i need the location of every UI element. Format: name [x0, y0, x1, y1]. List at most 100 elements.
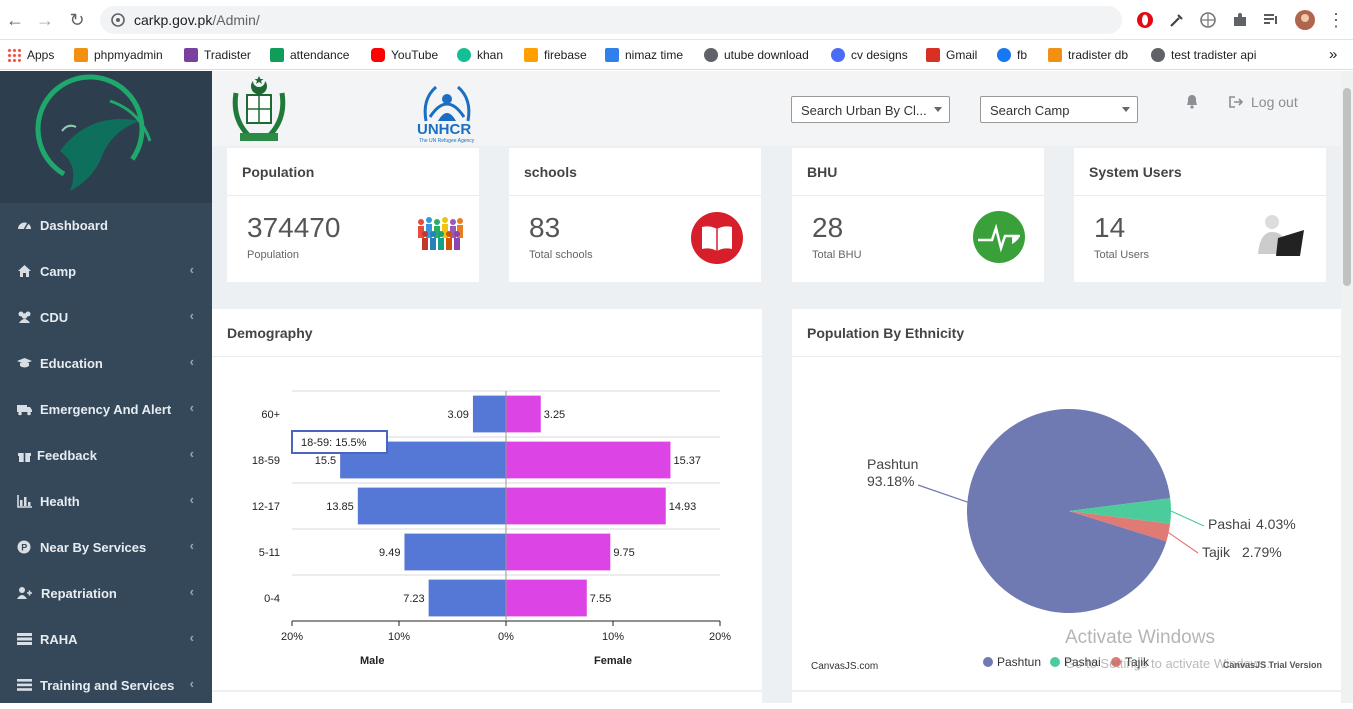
card-title: BHU: [807, 164, 838, 180]
bookmark-apps[interactable]: Apps: [7, 46, 54, 64]
phpmyadmin-icon: [74, 48, 88, 62]
female-axis-title: Female: [594, 655, 632, 667]
ambulance-icon: [17, 405, 32, 416]
bookmark-cv-designs[interactable]: cv designs: [831, 46, 908, 64]
x-tick-label: 10%: [388, 631, 410, 643]
bookmark-label: test tradister api: [1171, 48, 1257, 62]
male-bar: [472, 395, 506, 433]
bookmark-phpmyadmin[interactable]: phpmyadmin: [74, 46, 163, 64]
legend-label: Pashtun: [997, 655, 1041, 669]
chevron-left-icon: ‹: [189, 676, 194, 691]
address-bar[interactable]: carkp.gov.pk/Admin/: [100, 6, 1122, 34]
eyedropper-extension-icon[interactable]: [1168, 11, 1186, 29]
bookmark-utube-download[interactable]: utube download: [704, 46, 809, 64]
bookmark-tradister-db[interactable]: tradister db: [1048, 46, 1128, 64]
sidebar-item-repatriation[interactable]: Repatriation ‹: [0, 571, 212, 617]
bookmark-khan[interactable]: khan: [457, 46, 503, 64]
sidebar-item-emergency-and-alert[interactable]: Emergency And Alert ‹: [0, 387, 212, 433]
sidebar-logo[interactable]: [0, 71, 212, 203]
list-icon: [17, 679, 32, 691]
legend-label: Pashai: [1064, 655, 1101, 669]
bookmark-youtube[interactable]: YouTube: [371, 46, 438, 64]
logout-button[interactable]: Log out: [1229, 94, 1298, 110]
tooltip-box: [291, 430, 388, 454]
system-users-card[interactable]: System Users 14 Total Users: [1074, 148, 1326, 282]
url-text: carkp.gov.pk/Admin/: [134, 12, 260, 28]
back-arrow-icon[interactable]: ←: [6, 10, 24, 30]
chevron-left-icon: ‹: [189, 262, 194, 277]
heartbeat-icon: [973, 211, 1025, 263]
pie-label-name: Pashtun: [867, 456, 918, 472]
media-control-icon[interactable]: [1262, 11, 1280, 29]
card-divider: [509, 195, 761, 196]
category-label: 18-59: [252, 455, 280, 467]
bookmark-gmail[interactable]: Gmail: [926, 46, 977, 64]
male-bar: [428, 579, 506, 617]
female-bar: [506, 533, 611, 571]
panel-title: Demography: [227, 325, 313, 341]
user-computer-icon: [1258, 215, 1304, 256]
schools-card[interactable]: schools 83 Total schools: [509, 148, 761, 282]
sidebar-item-label: Near By Services: [40, 540, 147, 555]
reload-icon[interactable]: ↻: [69, 10, 85, 30]
browser-menu-icon[interactable]: ⋮: [1327, 10, 1345, 30]
bookmark-label: khan: [477, 48, 504, 62]
population-card[interactable]: Population 374470 Population: [227, 148, 479, 282]
bell-icon[interactable]: [1185, 93, 1199, 109]
sidebar-item-raha[interactable]: RAHA ‹: [0, 617, 212, 663]
bookmark-label: tradister db: [1068, 48, 1129, 62]
users-icon: [18, 311, 31, 323]
bookmark-fb[interactable]: fb: [997, 46, 1027, 64]
sidebar-item-dashboard[interactable]: Dashboard: [0, 203, 212, 249]
bookmark-attendance[interactable]: attendance: [270, 46, 349, 64]
bookmark-label: utube download: [724, 48, 809, 62]
sidebar-item-near-by-services[interactable]: P Near By Services ‹: [0, 525, 212, 571]
profile-avatar[interactable]: [1294, 9, 1316, 31]
forward-arrow-icon[interactable]: →: [36, 10, 54, 30]
category-label: 5-11: [259, 547, 280, 559]
puzzle-extensions-icon[interactable]: [1231, 11, 1249, 29]
sidebar-item-label: Training and Services: [40, 678, 175, 693]
category-label: 0-4: [264, 593, 280, 605]
globe-extension-icon[interactable]: [1199, 11, 1217, 29]
sidebar-item-label: Repatriation: [41, 586, 117, 601]
chevron-left-icon: ‹: [189, 400, 194, 415]
more-bookmarks-button[interactable]: »: [1329, 46, 1338, 63]
bar-chart-icon: [17, 495, 32, 508]
male-value-label: 7.23: [403, 593, 424, 605]
sidebar-item-education[interactable]: Education ‹: [0, 341, 212, 387]
bhu-card[interactable]: BHU 28 Total BHU: [792, 148, 1044, 282]
card-divider: [1074, 195, 1326, 196]
chevron-left-icon: ‹: [189, 354, 194, 369]
scrollbar-thumb[interactable]: [1343, 88, 1351, 286]
card-divider: [227, 195, 479, 196]
bookmark-test-tradister-api[interactable]: test tradister api: [1151, 46, 1256, 64]
sidebar-item-training-and-services[interactable]: Training and Services ‹: [0, 663, 212, 709]
x-tick-label: 20%: [709, 631, 731, 643]
bookmark-firebase[interactable]: firebase: [524, 46, 587, 64]
nimaz-icon: [605, 48, 619, 62]
unhcr-subtitle: The UN Refugee Agency: [419, 138, 475, 144]
sidebar-item-feedback[interactable]: Feedback ‹: [0, 433, 212, 479]
demography-chart[interactable]: 3.09 3.25 60+ 15.5 15.37 18-59 13.85 14.93 12-17…: [212, 357, 762, 690]
sidebar-item-cdu[interactable]: CDU ‹: [0, 295, 212, 341]
bookmark-nimaz-time[interactable]: nimaz time: [605, 46, 683, 64]
unhcr-logo-icon: [423, 85, 471, 122]
search-camp-select[interactable]: Search Camp: [980, 96, 1138, 123]
stat-value: 83: [529, 212, 561, 243]
sidebar-item-health[interactable]: Health ‹: [0, 479, 212, 525]
tradister-icon: [184, 48, 198, 62]
panel-divider: [212, 356, 762, 357]
search-urban-value: Search Urban By Cl...: [801, 103, 927, 118]
search-urban-select[interactable]: Search Urban By Cl...: [791, 96, 950, 123]
sidebar-item-camp[interactable]: Camp ‹: [0, 249, 212, 295]
page-scrollbar[interactable]: [1341, 71, 1353, 703]
site-info-icon[interactable]: [111, 13, 125, 27]
pie-slice-tajik: [1069, 511, 1171, 542]
bookmark-label: Apps: [27, 48, 55, 62]
phpmyadmin-icon: [1048, 48, 1062, 62]
opera-extension-icon[interactable]: [1136, 11, 1154, 29]
bookmark-tradister[interactable]: Tradister: [184, 46, 251, 64]
stat-value: 28: [812, 212, 844, 243]
